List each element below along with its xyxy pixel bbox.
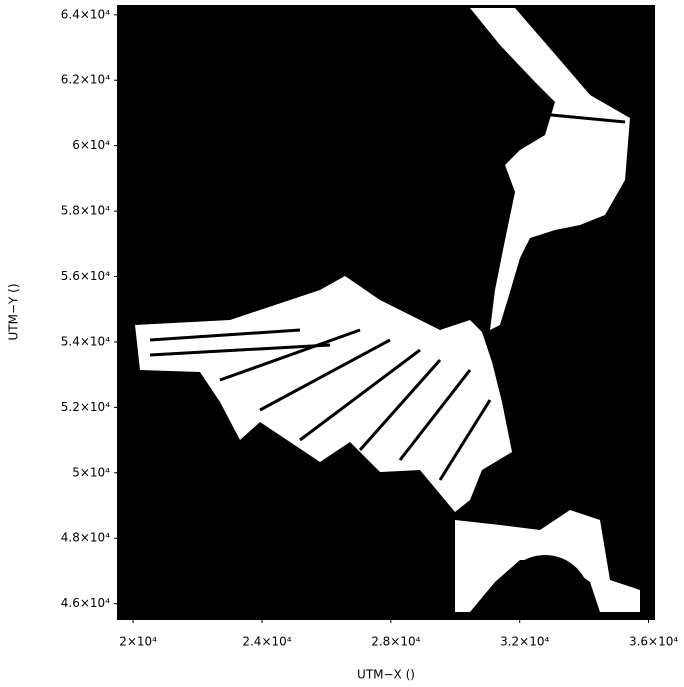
y-tick-label: 4.8×10⁴ (61, 531, 110, 545)
y-tick-label: 6.4×10⁴ (61, 7, 110, 21)
chart: UTM−X () UTM−Y () 2×10⁴ 2.4×10⁴ 2.8×10⁴ 3.2… (0, 0, 684, 687)
y-tick-label: 5.2×10⁴ (61, 400, 110, 414)
x-tick-label: 2.4×10⁴ (242, 635, 291, 649)
x-tick-label: 2×10⁴ (119, 635, 157, 649)
y-tick-label: 6.2×10⁴ (61, 73, 110, 87)
y-tick-label: 5×10⁴ (72, 465, 110, 479)
y-axis-label: UTM−Y () (7, 283, 21, 340)
y-tick-label: 5.6×10⁴ (61, 269, 110, 283)
x-tick-label: 2.8×10⁴ (371, 635, 420, 649)
x-tick-label: 3.2×10⁴ (500, 635, 549, 649)
y-tick-label: 5.4×10⁴ (61, 334, 110, 348)
x-axis-label: UTM−X () (357, 668, 415, 682)
y-tick-label: 5.8×10⁴ (61, 204, 110, 218)
y-tick-label: 4.6×10⁴ (61, 596, 110, 610)
x-tick-label: 3.6×10⁴ (629, 635, 678, 649)
y-tick-label: 6×10⁴ (72, 138, 110, 152)
margin (0, 620, 684, 687)
